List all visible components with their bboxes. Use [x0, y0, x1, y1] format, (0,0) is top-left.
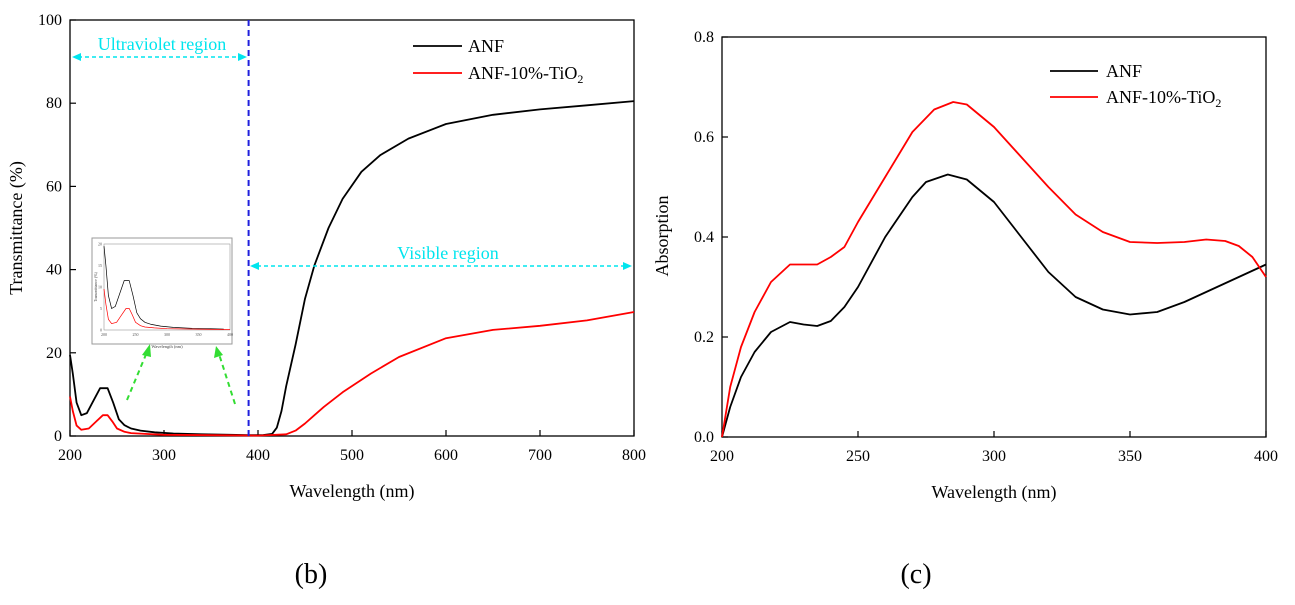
series-line-anf-tio2 [721, 101, 1267, 438]
y-tick-label: 60 [46, 178, 62, 195]
x-tick-label: 500 [340, 447, 364, 464]
y-axis-label: Absorption [652, 196, 672, 277]
inset-y-tick-label: 15 [98, 263, 102, 268]
legend: ANF ANF-10%-TiO2 [1050, 61, 1221, 110]
inset-line-anf [103, 246, 224, 330]
x-ticks: 200 250 300 350 400 [710, 431, 1278, 465]
inset-y-tick-label: 5 [100, 306, 102, 311]
x-tick-label: 400 [1254, 448, 1278, 465]
panel-c: 200 250 300 350 400 0.0 0.2 0.4 0.6 0.8 Waveleng… [652, 29, 1278, 590]
inset-x-label: Wavelength (nm) [151, 344, 183, 349]
inset-y-tick-label: 20 [98, 242, 102, 247]
y-tick-label: 0.2 [694, 329, 714, 346]
y-tick-label: 20 [46, 345, 62, 362]
visible-region-label: Visible region [397, 243, 498, 263]
vis-arrow-left-head [250, 262, 259, 270]
x-ticks: 200 300 400 500 600 700 800 [58, 430, 646, 464]
series-line-anf-tio2 [69, 311, 635, 437]
y-ticks: 0.0 0.2 0.4 0.6 0.8 [694, 29, 728, 446]
annotations: Ultraviolet region Visible region [72, 34, 632, 270]
y-tick-label: 100 [38, 12, 62, 29]
series-group [721, 101, 1267, 438]
x-tick-label: 800 [622, 447, 646, 464]
inset-axes [103, 243, 231, 331]
inset-plot: 200 250 300 350 400 0 5 10 15 20 Wavelength (nm)… [91, 237, 233, 349]
x-axis-label: Wavelength (nm) [931, 482, 1056, 503]
series-group [69, 100, 635, 437]
inset-arrow-right-head [214, 346, 223, 358]
panel-label-b: (b) [295, 559, 328, 590]
y-tick-label: 80 [46, 95, 62, 112]
x-tick-label: 400 [246, 447, 270, 464]
x-tick-label: 600 [434, 447, 458, 464]
vis-arrow-right-head [623, 262, 632, 270]
x-tick-label: 200 [58, 447, 82, 464]
inset-arrow-right [218, 353, 236, 405]
x-axis-label: Wavelength (nm) [289, 481, 414, 502]
inset-x-tick-label: 250 [133, 332, 139, 337]
inset-y-tick-label: 0 [100, 328, 102, 333]
inset-y-label: Transmittance (%) [93, 271, 98, 301]
legend-label-anf: ANF [1106, 61, 1142, 81]
y-tick-label: 0 [54, 428, 62, 445]
inset-arrow-left [126, 351, 148, 401]
x-tick-label: 350 [1118, 448, 1142, 465]
legend-label-anf: ANF [468, 36, 504, 56]
y-tick-label: 0.6 [694, 129, 714, 146]
inset-y-tick-label: 10 [98, 285, 102, 290]
uv-region-label: Ultraviolet region [98, 34, 226, 54]
inset-x-ticks: 200 250 300 350 400 [101, 332, 233, 337]
y-tick-label: 0.4 [694, 229, 714, 246]
x-tick-label: 300 [152, 447, 176, 464]
inset-y-ticks: 0 5 10 15 20 [98, 242, 102, 333]
y-tick-label: 0.8 [694, 29, 714, 46]
inset-x-tick-label: 400 [227, 332, 233, 337]
panel-label-c: (c) [900, 559, 931, 590]
y-axis-label: Transmittance (%) [6, 161, 27, 295]
inset-x-tick-label: 200 [101, 332, 107, 337]
inset-line-anf-tio2 [103, 289, 231, 330]
inset-x-tick-label: 300 [164, 332, 170, 337]
x-tick-label: 250 [846, 448, 870, 465]
y-tick-label: 40 [46, 262, 62, 279]
x-tick-label: 200 [710, 448, 734, 465]
inset-arrow-left-head [142, 344, 151, 357]
legend-label-anf-tio2: ANF-10%-TiO2 [468, 63, 583, 86]
legend-label-anf-tio2: ANF-10%-TiO2 [1106, 87, 1221, 110]
x-tick-label: 700 [528, 447, 552, 464]
legend: ANF ANF-10%-TiO2 [413, 36, 583, 86]
inset-x-tick-label: 350 [196, 332, 202, 337]
x-tick-label: 300 [982, 448, 1006, 465]
inset-series-group [103, 246, 231, 330]
series-line-anf [721, 173, 1267, 438]
uv-arrow-right-head [238, 53, 247, 61]
y-ticks: 0 20 40 60 80 100 [38, 12, 76, 445]
inset-pointer-arrows [126, 344, 236, 405]
y-tick-label: 0.0 [694, 429, 714, 446]
uv-arrow-left-head [72, 53, 81, 61]
